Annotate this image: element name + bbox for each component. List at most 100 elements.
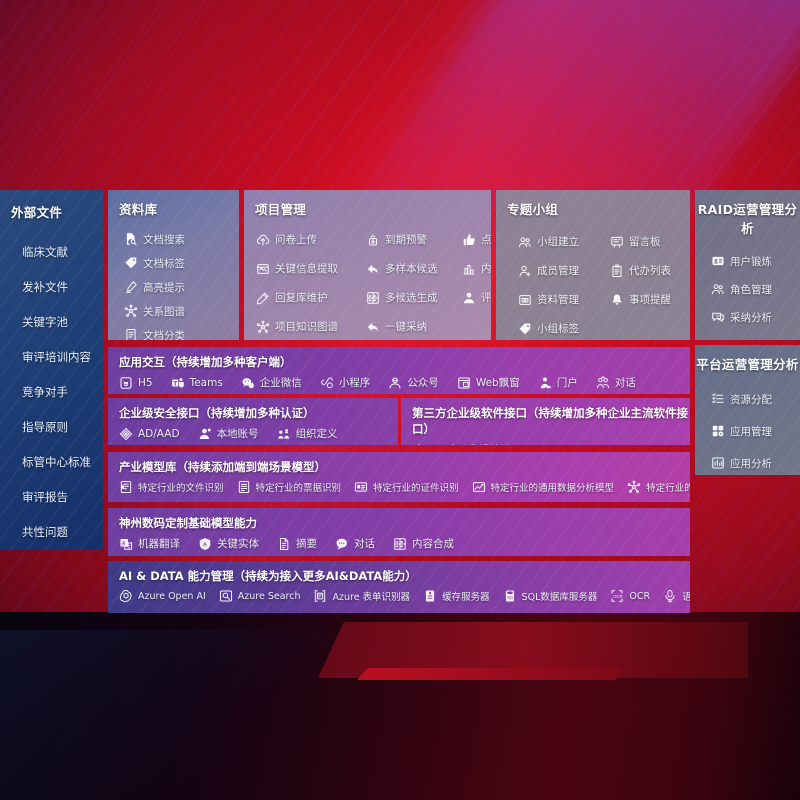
menu-item-back-arrow[interactable]: 多样本候选 [366, 255, 462, 282]
portal-icon [538, 376, 552, 390]
menu-item-people-group[interactable]: 小组建立 [518, 228, 610, 255]
menu-item-label: Azure Search [237, 590, 301, 602]
background-shard-thin [357, 668, 623, 680]
sidebar-item-0[interactable]: 临床文献 [0, 235, 103, 270]
menu-item-chat-bubble[interactable]: 对话 [335, 536, 375, 551]
menu-item-bar-rank[interactable]: 内部专家排名 [462, 255, 491, 282]
menu-item-knowledge-graph[interactable]: 特定行业的通用知识图谱模型 [627, 480, 690, 494]
menu-item-content-synthesis[interactable]: 内容合成 [393, 536, 454, 551]
menu-item-teams[interactable]: Teams [171, 376, 223, 390]
sidebar-item-1[interactable]: 发补文件 [0, 270, 103, 305]
menu-item-cloud-upload[interactable]: 问卷上传 [256, 226, 366, 253]
menu-item-document-search[interactable]: 文档搜索 [124, 227, 239, 251]
menu-item-document-list[interactable]: 文档分类 [124, 323, 239, 340]
sidebar-item-3[interactable]: 审评培训内容 [0, 340, 103, 375]
menu-item-label: 内部专家排名 [481, 263, 491, 275]
menu-item-message-board[interactable]: 留言板 [610, 228, 690, 255]
menu-item-html5[interactable]: H5 [119, 376, 153, 390]
local-account-icon [198, 427, 212, 441]
menu-item-pen-edit[interactable]: 回复库维护 [256, 284, 366, 311]
panel-items-document-library: 文档搜索 文档标签 高亮提示 关系图谱 文档分类 [124, 227, 239, 340]
entity-shield-icon: A [198, 537, 212, 551]
menu-item-summary-doc[interactable]: 摘要 [277, 536, 317, 551]
menu-item-label: Teams [189, 376, 223, 389]
menu-item-official-account[interactable]: 公众号 [388, 375, 439, 390]
sidebar-item-5[interactable]: 指导原则 [0, 410, 103, 445]
menu-item-app-analytics[interactable]: 应用分析 [711, 447, 800, 475]
menu-item-trend-chart[interactable]: 问题趋势 [711, 331, 800, 341]
menu-item-dialog-people[interactable]: 对话 [596, 375, 636, 390]
menu-item-archive-box[interactable]: 资料管理 [518, 286, 610, 313]
menu-item-back-arrow[interactable]: 一键采纳 [366, 313, 462, 340]
menu-item-sql-database[interactable]: SQL SQL数据库服务器 [503, 589, 597, 603]
menu-item-mini-program[interactable]: 小程序 [320, 375, 370, 390]
menu-item-machine-translation[interactable]: A 机器翻译 [119, 536, 180, 551]
menu-item-thumbs-up[interactable]: 点赞感谢 [462, 226, 491, 253]
menu-item-label: 小组标签 [537, 323, 579, 335]
band-items-digital-china-models: A 机器翻译 A 关键实体 摘要 对话 内容合成 [119, 536, 690, 551]
menu-item-wechat-work[interactable]: 企业微信 [241, 375, 302, 390]
menu-item-knowledge-graph[interactable]: 关系图谱 [124, 299, 239, 323]
machine-translation-icon: A [119, 537, 133, 551]
band-title-enterprise-security: 企业级安全接口（持续增加多种认证） [119, 406, 315, 420]
menu-item-ocr[interactable]: OCR OCR [610, 589, 650, 603]
menu-item-extract-frame[interactable]: 关键信息提取 [256, 255, 366, 282]
menu-item-task-list[interactable]: 资源分配 [711, 383, 800, 415]
sidebar-item-6[interactable]: 标管中心标准 [0, 445, 103, 480]
menu-item-data-analysis[interactable]: 特定行业的通用数据分析模型 [472, 480, 614, 494]
chat-bubble-icon [335, 537, 349, 551]
sidebar-item-8[interactable]: 共性问题 [0, 515, 103, 550]
sidebar-item-2[interactable]: 关键字池 [0, 305, 103, 340]
menu-item-form-recognizer[interactable]: Azure 表单识别器 [313, 589, 410, 603]
menu-item-qa-chat[interactable]: QA 采纳分析 [711, 303, 800, 331]
mini-program-icon [320, 376, 334, 390]
svg-text:QA: QA [716, 314, 722, 318]
menu-item-label: API自动化设计器 [431, 442, 511, 445]
menu-item-web-popup[interactable]: Web飘窗 [457, 375, 520, 390]
menu-item-local-account[interactable]: 本地账号 [198, 426, 259, 441]
file-recognition-icon [119, 480, 133, 494]
menu-item-azure-ad[interactable]: AD/AAD [119, 427, 180, 441]
menu-item-highlighter-pen[interactable]: 高亮提示 [124, 275, 239, 299]
menu-item-person-portrait[interactable]: 评审员画像 [462, 284, 491, 311]
menu-item-search-box[interactable]: Azure Search [219, 589, 301, 603]
menu-item-knowledge-graph[interactable]: 项目知识图谱 [256, 313, 366, 340]
menu-item-tag[interactable]: 小组标签 [518, 315, 610, 340]
menu-item-clipboard-list[interactable]: 代办列表 [610, 257, 690, 284]
menu-item-file-recognition[interactable]: 特定行业的文件识别 [119, 480, 224, 494]
panel-title-project-management: 项目管理 [255, 202, 307, 217]
menu-item-person-settings[interactable]: 成员管理 [518, 257, 610, 284]
highlighter-pen-icon [124, 280, 138, 294]
menu-item-id-card[interactable]: 用户锻炼 [711, 247, 800, 275]
menu-item-apps-grid[interactable]: 应用管理 [711, 415, 800, 447]
panel-title-raid-analytics: RAID运营管理分析 [697, 202, 798, 236]
band-title-ai-data-capability: AI & DATA 能力管理（持续为接入更多AI&DATA能力） [119, 569, 417, 583]
openai-icon [119, 589, 133, 603]
menu-item-openai[interactable]: Azure Open AI [119, 589, 206, 603]
sidebar-item-4[interactable]: 竞争对手 [0, 375, 103, 410]
menu-item-org-structure[interactable]: 组织定义 [277, 426, 338, 441]
menu-item-tag[interactable]: 文档标签 [124, 251, 239, 275]
svg-text:A: A [122, 540, 126, 546]
sidebar-item-7[interactable]: 审评报告 [0, 480, 103, 515]
menu-item-label: 特定行业的通用知识图谱模型 [646, 483, 690, 494]
menu-item-label: 企业微信 [259, 377, 302, 389]
menu-item-grid-expand[interactable]: 多候选生成 [366, 284, 462, 311]
summary-doc-icon [277, 537, 291, 551]
menu-item-label: 特定行业的证件识别 [373, 483, 459, 494]
menu-item-label: 小组建立 [537, 236, 579, 248]
menu-item-cache-server[interactable]: 缓存服务器 [423, 589, 490, 603]
menu-item-people-group[interactable]: 角色管理 [711, 275, 800, 303]
menu-item-invoice-recognition[interactable]: 特定行业的票据识别 [237, 480, 341, 494]
sidebar-external-files: 外部文件 临床文献 发补文件 关键字池 审评培训内容 竞争对手 指导原则 标管中心标准 审评报… [0, 190, 103, 550]
menu-item-entity-shield[interactable]: A 关键实体 [198, 536, 259, 551]
menu-item-bell[interactable]: 事项提醒 [610, 286, 690, 313]
menu-item-api-gear[interactable]: API自动化设计器 [412, 442, 511, 445]
pen-edit-icon [256, 291, 270, 305]
band-industry-model-library: 产业模型库（持续添加端到端场景模型） 特定行业的文件识别 特定行业的票据识别 特定行… [108, 452, 690, 502]
menu-item-portal[interactable]: 门户 [538, 375, 578, 390]
menu-item-speech-understanding[interactable]: 语音理解 [663, 589, 690, 603]
menu-item-id-recognition[interactable]: 特定行业的证件识别 [354, 480, 459, 494]
speech-understanding-icon [663, 589, 677, 603]
menu-item-alarm-light[interactable]: 到期预警 [366, 226, 462, 253]
